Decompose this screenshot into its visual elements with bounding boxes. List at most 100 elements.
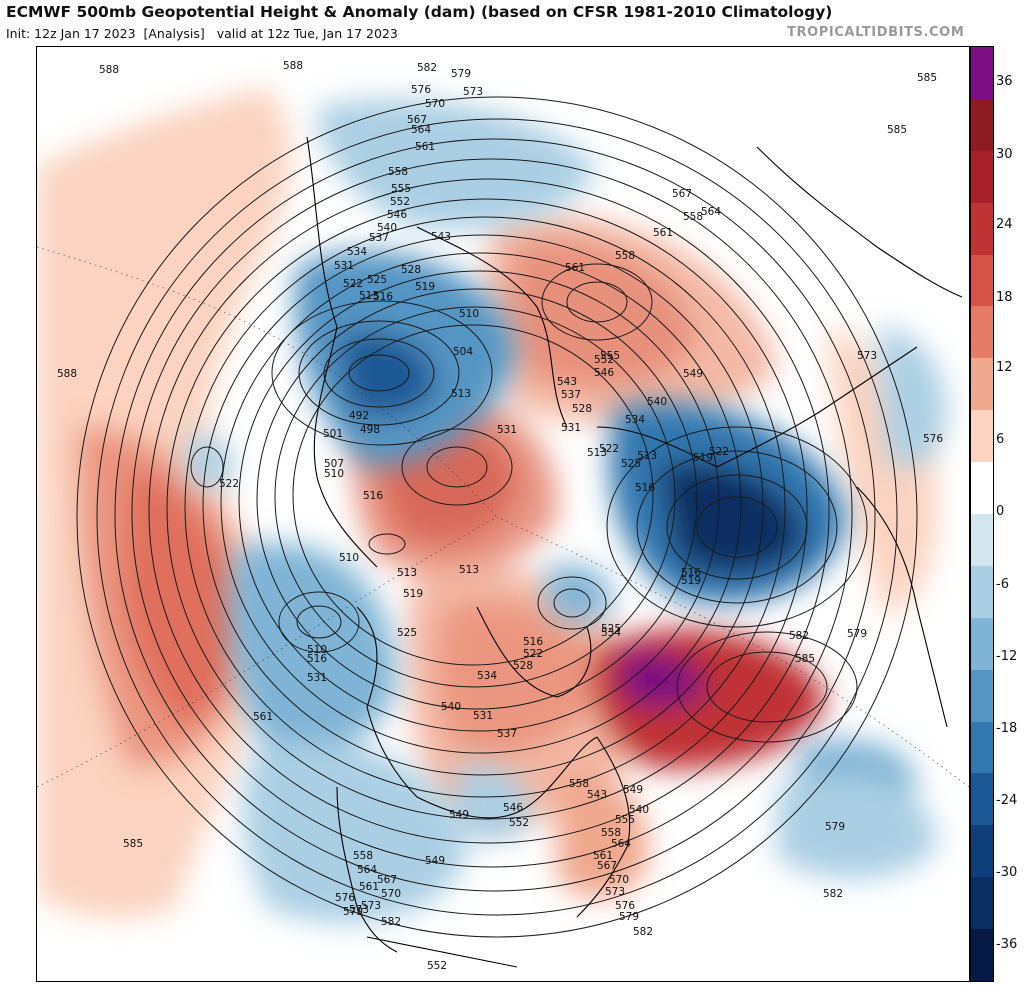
analysis-tag: [Analysis] — [143, 26, 205, 41]
contour-label: 510 — [459, 308, 479, 320]
contour-label: 522 — [523, 648, 543, 660]
height-contour — [541, 263, 653, 341]
height-contour — [271, 300, 493, 446]
colorbar-segment — [971, 825, 993, 878]
contour-label: 567 — [597, 860, 617, 872]
contour-label: 522 — [709, 446, 729, 458]
graticule — [37, 246, 969, 788]
contour-label: 531 — [497, 424, 517, 436]
contour-label: 576 — [615, 900, 635, 912]
colorbar-segment — [971, 514, 993, 567]
height-contour — [606, 426, 868, 628]
coastline-asia — [306, 136, 378, 568]
colorbar-segment — [971, 877, 993, 930]
map-panel: 588 588 582 579 576 573 570 567 564 561 558 555 552 5… — [36, 46, 970, 982]
contour-label: 579 — [619, 911, 639, 923]
height-contour — [348, 354, 410, 392]
contour-label: 519 — [415, 281, 435, 293]
colorbar-tick-label: -36 — [996, 937, 1018, 952]
colorbar-segment — [971, 47, 993, 100]
contour-label: 516 — [373, 291, 393, 303]
contour-label: 516 — [523, 636, 543, 648]
height-contour — [96, 118, 898, 916]
colorbar-segment — [971, 617, 993, 671]
contour-label: 564 — [701, 206, 721, 218]
height-contour — [636, 450, 838, 604]
contour-label: 582 — [789, 630, 809, 642]
contour-label: 543 — [587, 789, 607, 801]
contour-label: 537 — [497, 728, 517, 740]
contour-label: 573 — [857, 350, 877, 362]
height-contour — [220, 252, 742, 754]
contour-label: 531 — [473, 710, 493, 722]
height-contour — [401, 428, 513, 506]
contour-label: 501 — [323, 428, 343, 440]
colorbar-segment — [971, 462, 993, 515]
contour-label: 522 — [219, 478, 239, 490]
height-contour — [296, 605, 342, 639]
contour-label: 558 — [683, 211, 703, 223]
contour-label: 549 — [449, 809, 469, 821]
colorbar-tick-label: -30 — [996, 865, 1018, 880]
contour-label: 561 — [593, 850, 613, 862]
contour-label: 543 — [431, 231, 451, 243]
contour-label: 561 — [653, 227, 673, 239]
height-contour — [553, 588, 591, 618]
contour-label: 534 — [625, 414, 645, 426]
contour-label: 573 — [605, 886, 625, 898]
contour-label: 525 — [621, 458, 641, 470]
positive-anomaly-eurasia-halo — [483, 213, 777, 424]
contour-label: 528 — [513, 660, 533, 672]
height-contour — [148, 178, 830, 844]
contour-label: 579 — [343, 906, 363, 918]
contour-label: 567 — [377, 874, 397, 886]
colorbar-tick-label: 12 — [996, 360, 1013, 375]
height-contour — [202, 234, 764, 776]
contour-label: 516 — [681, 567, 701, 579]
colorbar-tick-label: 6 — [996, 432, 1005, 447]
colorbar-segment — [971, 98, 993, 152]
contour-label: 540 — [629, 804, 649, 816]
contour-label: 555 — [615, 814, 635, 826]
height-contour — [76, 96, 918, 938]
contour-label: 558 — [388, 166, 408, 178]
height-contour — [238, 270, 720, 732]
contour-label: 492 — [349, 410, 369, 422]
colorbar-segment — [971, 929, 993, 982]
contour-label: 525 — [367, 274, 387, 286]
coastline-greenland — [476, 606, 592, 698]
contour-label: 561 — [415, 141, 435, 153]
coastline-arctic-siberia — [416, 226, 568, 428]
contour-label: 513 — [587, 447, 607, 459]
contour-label: 561 — [253, 711, 273, 723]
contour-label: 552 — [390, 196, 410, 208]
contour-label: 510 — [339, 552, 359, 564]
contour-label: 573 — [361, 900, 381, 912]
colorbar-tick-label: -18 — [996, 721, 1018, 736]
colorbar-segment — [971, 202, 993, 256]
contour-label: 543 — [557, 376, 577, 388]
contour-label: 510 — [324, 468, 344, 480]
contour-label: 528 — [572, 403, 592, 415]
contour-label: 588 — [283, 60, 303, 72]
chart-title: ECMWF 500mb Geopotential Height & Anomal… — [6, 3, 833, 21]
contour-label: 573 — [463, 86, 483, 98]
contour-label: 582 — [823, 888, 843, 900]
contour-label: 534 — [601, 627, 621, 639]
height-contour — [696, 496, 778, 558]
height-contour — [184, 216, 786, 798]
colorbar-tick-label: -24 — [996, 793, 1018, 808]
contour-label: 531 — [561, 422, 581, 434]
contour-label: 504 — [453, 346, 473, 358]
contour-label: 585 — [123, 838, 143, 850]
contour-label: 558 — [353, 850, 373, 862]
contour-label: 588 — [99, 64, 119, 76]
height-contour — [166, 198, 808, 820]
contour-label: 549 — [623, 784, 643, 796]
colorbar-tick-label: 0 — [996, 504, 1005, 519]
colorbar-segment — [971, 773, 993, 826]
positive-anomaly-pacific-mid — [77, 426, 257, 769]
contour-label: 564 — [357, 864, 377, 876]
contour-label: 567 — [672, 188, 692, 200]
